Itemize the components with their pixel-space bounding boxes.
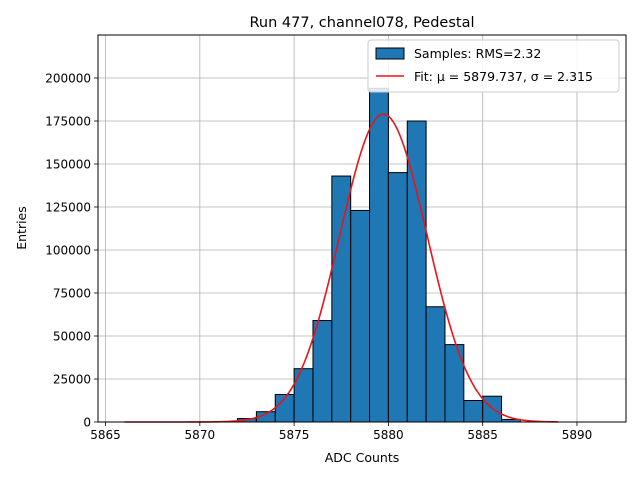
legend-box xyxy=(367,39,620,93)
x-tick-label: 5890 xyxy=(562,428,593,442)
x-axis-label: ADC Counts xyxy=(325,450,400,465)
y-tick-label: 200000 xyxy=(45,72,91,86)
histogram-bar xyxy=(350,209,371,423)
y-tick-label: 100000 xyxy=(45,244,91,258)
histogram-bar xyxy=(312,320,333,423)
y-tick-label: 175000 xyxy=(45,115,91,129)
y-tick-label: 0 xyxy=(83,416,91,430)
histogram-bar xyxy=(444,344,465,423)
y-tick-label: 75000 xyxy=(53,287,91,301)
histogram-bar xyxy=(369,87,389,423)
plot-frame xyxy=(97,34,627,423)
y-axis-ticks: 0 25000 50000 75000 100000 125000 150000 175000… xyxy=(45,72,98,430)
y-tick-label: 50000 xyxy=(53,330,91,344)
histogram-bar xyxy=(387,172,408,423)
histogram-bar xyxy=(463,400,484,423)
legend-fit-label: Fit: μ = 5879.737, σ = 2.315 xyxy=(414,69,593,84)
x-tick-label: 5880 xyxy=(373,428,404,442)
legend-samples-label: Samples: RMS=2.32 xyxy=(414,46,541,61)
histogram-bar xyxy=(425,306,446,423)
chart-title: Run 477, channel078, Pedestal xyxy=(249,15,474,31)
x-axis-ticks: 5865 5870 5875 5880 5885 5890 xyxy=(90,422,592,442)
x-tick-label: 5870 xyxy=(185,428,216,442)
y-tick-label: 150000 xyxy=(45,158,91,172)
legend: Samples: RMS=2.32 Fit: μ = 5879.737, σ =… xyxy=(367,39,620,93)
y-tick-label: 125000 xyxy=(45,201,91,215)
histogram-bar xyxy=(331,175,352,423)
y-tick-label: 25000 xyxy=(53,373,91,387)
x-tick-label: 5875 xyxy=(279,428,310,442)
histogram-bar xyxy=(293,368,314,423)
y-axis-label: Entries xyxy=(14,206,29,250)
legend-samples-swatch xyxy=(375,47,405,60)
x-tick-label: 5885 xyxy=(467,428,498,442)
x-tick-label: 5865 xyxy=(90,428,121,442)
